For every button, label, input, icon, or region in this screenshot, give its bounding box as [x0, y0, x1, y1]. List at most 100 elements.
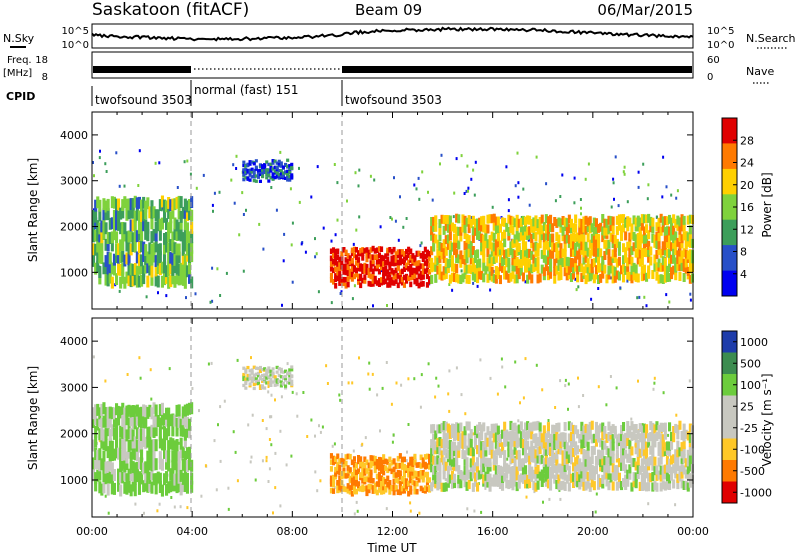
data-cell [486, 257, 490, 267]
data-cell [544, 433, 548, 443]
data-cell [488, 445, 492, 455]
data-cell [561, 437, 565, 447]
data-cell [465, 481, 469, 491]
data-cell [513, 445, 517, 455]
scatter-cell [281, 303, 283, 307]
scatter-cell [364, 436, 367, 440]
data-cell [446, 440, 450, 450]
data-cell [686, 215, 690, 225]
data-cell [611, 424, 615, 434]
data-cell [386, 467, 390, 474]
data-cell [163, 242, 167, 255]
data-cell [190, 209, 194, 222]
data-cell [398, 470, 402, 476]
data-cell [265, 368, 269, 372]
data-cell [346, 264, 350, 271]
data-cell [674, 263, 678, 273]
data-cell [534, 222, 538, 232]
data-cell [540, 440, 544, 450]
scatter-cell [335, 476, 337, 480]
data-cell [375, 247, 379, 253]
data-cell [586, 461, 590, 471]
scatter-cell [473, 509, 476, 513]
data-cell [288, 171, 292, 175]
data-cell [133, 195, 137, 208]
data-cell [365, 476, 369, 482]
data-cell [501, 466, 505, 476]
data-cell [263, 165, 267, 169]
data-cell [622, 446, 626, 456]
data-cell [188, 426, 192, 439]
data-cell [647, 472, 651, 482]
scatter-cell [661, 195, 664, 199]
data-cell [611, 265, 615, 275]
data-cell [509, 224, 513, 233]
data-cell [357, 485, 361, 492]
data-cell [469, 438, 473, 448]
data-cell [603, 470, 607, 480]
data-cell [498, 465, 502, 475]
data-cell [175, 262, 179, 275]
data-cell [348, 485, 352, 491]
data-cell [484, 224, 488, 234]
scatter-cell [626, 279, 629, 283]
data-cell [526, 440, 530, 450]
data-cell [574, 223, 578, 233]
data-cell [288, 371, 292, 376]
data-cell [559, 271, 563, 280]
data-cell [405, 278, 409, 284]
data-cell [532, 242, 536, 252]
data-cell [380, 480, 384, 487]
data-cell [446, 423, 450, 433]
data-cell [386, 274, 390, 281]
data-cell [421, 256, 425, 262]
data-cell [169, 468, 173, 481]
data-cell [636, 273, 640, 283]
velocity-y-axis-label: Slant Range [km] [26, 366, 40, 470]
data-cell [459, 275, 463, 284]
data-cell [254, 165, 258, 169]
data-cell [519, 231, 523, 241]
colorbar-tick-label: -100 [740, 443, 765, 456]
data-cell [526, 256, 530, 265]
data-cell [653, 438, 657, 448]
data-cell [160, 458, 164, 471]
data-cell [574, 446, 578, 456]
data-cell [252, 175, 256, 179]
scatter-cell [479, 358, 482, 362]
data-cell [444, 215, 448, 224]
data-cell [96, 260, 100, 273]
data-cell [490, 231, 494, 241]
data-cell [492, 450, 496, 460]
data-cell [521, 240, 525, 250]
data-cell [465, 217, 469, 227]
y-tick-label: 1000 [60, 266, 88, 279]
data-cell [549, 262, 553, 272]
data-cell [150, 217, 154, 230]
velocity-x-axis-label: Time UT [366, 541, 417, 554]
data-cell [117, 198, 121, 211]
data-cell [100, 483, 104, 496]
scatter-cell [247, 423, 250, 427]
data-cell [142, 416, 146, 429]
data-cell [555, 456, 559, 466]
data-cell [446, 259, 450, 269]
data-cell [273, 376, 277, 381]
data-cell [678, 255, 682, 265]
data-cell [411, 473, 415, 479]
data-cell [446, 215, 450, 225]
data-cell [432, 471, 436, 481]
data-cell [396, 469, 400, 476]
data-cell [275, 380, 279, 384]
scatter-cell [254, 478, 257, 482]
scatter-cell [161, 426, 164, 430]
data-cell [624, 231, 628, 241]
x-tick-label: 20:00 [577, 525, 609, 538]
data-cell [536, 454, 540, 464]
data-cell [350, 247, 354, 254]
nsky-panel: N.Sky 10^5 10^0 10^5 10^0 N.Search [3, 23, 796, 51]
data-cell [334, 456, 338, 462]
data-cell [277, 159, 281, 163]
data-cell [396, 478, 400, 484]
data-cell [352, 480, 356, 486]
